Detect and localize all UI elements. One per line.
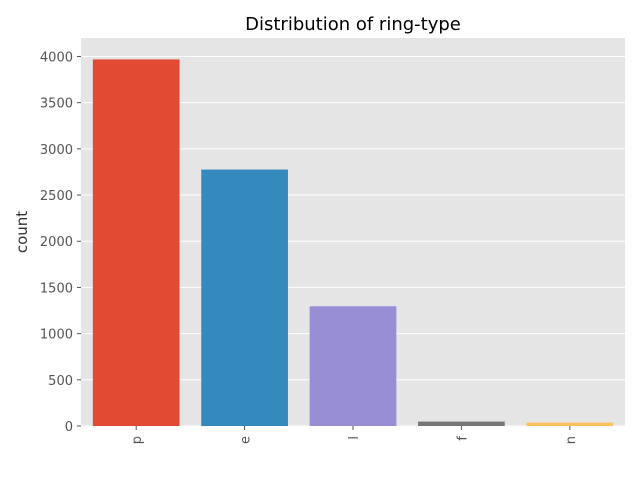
bar-e xyxy=(201,169,288,426)
x-tick-label-e: e xyxy=(239,436,254,444)
chart-title: Distribution of ring-type xyxy=(245,14,461,35)
bar-p xyxy=(92,59,180,427)
y-axis-label: count xyxy=(13,211,31,253)
y-ticks: 0 500 1000 1500 2000 2500 3000 3500 4000 xyxy=(40,50,81,435)
x-tick-label-f: f xyxy=(455,436,470,441)
y-tick-label: 2000 xyxy=(40,235,73,250)
x-tick-label-l: l xyxy=(347,436,362,440)
bars xyxy=(92,59,614,427)
bar-l xyxy=(309,306,397,426)
bar-n xyxy=(526,422,614,426)
y-tick-label: 3000 xyxy=(40,143,73,158)
y-tick-label: 500 xyxy=(48,374,73,389)
y-tick-label: 0 xyxy=(65,420,73,435)
y-tick-label: 3500 xyxy=(40,97,73,112)
y-tick-label: 1000 xyxy=(40,328,73,343)
x-tick-label-p: p xyxy=(130,436,145,444)
bar-f xyxy=(418,421,505,426)
y-tick-label: 2500 xyxy=(40,189,73,204)
x-tick-label-n: n xyxy=(564,436,579,444)
y-tick-label: 4000 xyxy=(40,50,73,65)
y-tick-label: 1500 xyxy=(40,281,73,296)
